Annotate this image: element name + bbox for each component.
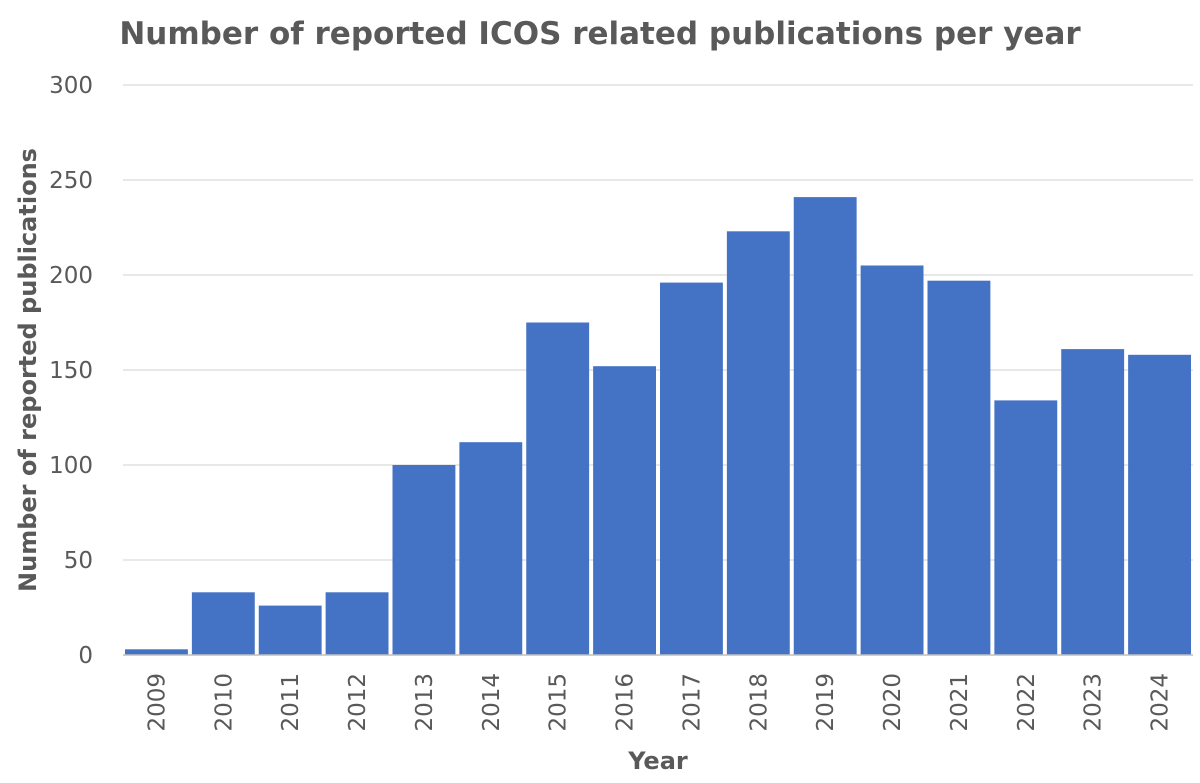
x-tick-label: 2009: [144, 673, 170, 732]
x-tick-label: 2011: [278, 673, 304, 732]
bar-2013: [392, 465, 456, 655]
x-tick-label: 2021: [947, 673, 973, 732]
x-tick-label: 2010: [211, 673, 237, 732]
bar-2011: [258, 605, 322, 655]
x-tick-label: 2023: [1081, 673, 1107, 732]
x-tick-label: 2012: [345, 673, 371, 732]
bar-2024: [1128, 354, 1191, 655]
x-tick-label: 2017: [679, 673, 705, 732]
x-axis-label: Year: [627, 747, 688, 775]
x-tick-label: 2019: [813, 673, 839, 732]
x-tick-label: 2016: [613, 673, 639, 732]
y-axis-label: Number of reported publications: [14, 148, 42, 592]
y-axis-ticks: 0 50 100 150 200 250 300: [49, 73, 93, 669]
y-tick-label: 50: [64, 548, 93, 574]
x-tick-label: 2013: [412, 673, 438, 732]
bar-2017: [660, 282, 723, 655]
bar-2014: [459, 442, 523, 655]
x-tick-label: 2015: [546, 673, 572, 732]
bar-2009: [125, 649, 188, 655]
x-tick-label: 2020: [880, 673, 906, 732]
x-tick-label: 2014: [479, 673, 505, 732]
bar-2016: [593, 366, 656, 655]
bar-2012: [325, 592, 389, 655]
y-tick-label: 150: [49, 358, 93, 384]
bar-2018: [726, 231, 790, 656]
bar-2019: [793, 197, 857, 655]
y-tick-label: 250: [49, 168, 93, 194]
x-axis-ticks: 2009 2010 2011 2012 2013 2014 2015 2016 2017 2018…: [144, 673, 1173, 732]
x-tick-label: 2018: [746, 673, 772, 732]
bar-2010: [191, 592, 255, 655]
y-tick-label: 100: [49, 453, 93, 479]
bar-2021: [927, 280, 991, 655]
bar-2015: [526, 322, 590, 655]
y-tick-label: 300: [49, 73, 93, 99]
bars: [125, 197, 1191, 656]
bar-2022: [994, 400, 1058, 655]
bar-2020: [860, 265, 924, 655]
x-tick-label: 2022: [1014, 673, 1040, 732]
x-tick-label: 2024: [1148, 673, 1174, 732]
y-tick-label: 0: [78, 643, 93, 669]
bar-2023: [1061, 349, 1125, 655]
chart-title: Number of reported ICOS related publicat…: [119, 16, 1081, 52]
y-tick-label: 200: [49, 263, 93, 289]
